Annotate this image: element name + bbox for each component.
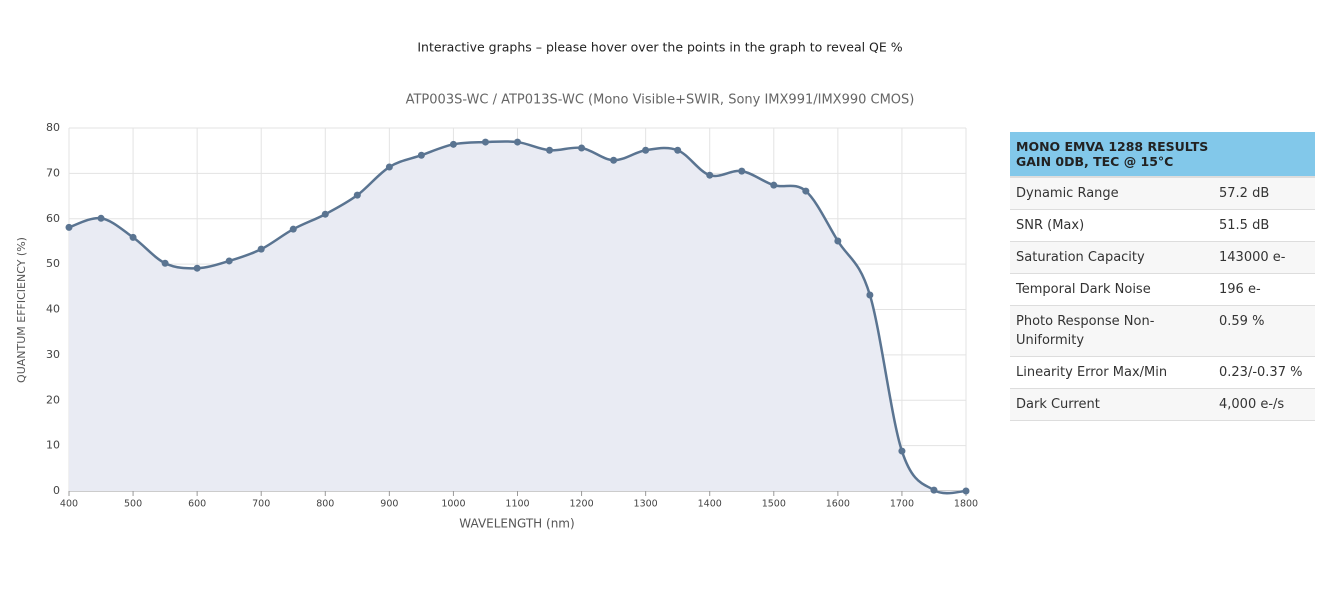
x-axis-label: WAVELENGTH (nm)	[459, 517, 574, 531]
table-row: Saturation Capacity 143000 e-	[1010, 241, 1315, 274]
area	[69, 141, 966, 494]
point[interactable]	[289, 225, 297, 233]
x-tick-label: 1300	[634, 499, 658, 510]
point[interactable]	[321, 210, 329, 218]
x-tick-label: 1800	[954, 499, 978, 510]
chart: Interactive graphs – please hover over t…	[15, 40, 978, 531]
point[interactable]	[898, 447, 906, 455]
point[interactable]	[449, 140, 457, 148]
row-value: 57.2 dB	[1213, 177, 1315, 210]
line	[68, 140, 967, 495]
row-value: 0.59 %	[1213, 305, 1315, 357]
point[interactable]	[97, 214, 105, 222]
point[interactable]	[610, 156, 618, 164]
y-tick-label: 80	[46, 121, 60, 134]
table-row: SNR (Max) 51.5 dB	[1010, 209, 1315, 242]
point[interactable]	[738, 167, 746, 175]
table-row: Photo Response Non-Uniformity 0.59 %	[1010, 305, 1315, 357]
y-axis-label: QUANTUM EFFICIENCY (%)	[15, 237, 28, 383]
row-value: 51.5 dB	[1213, 209, 1315, 242]
results-table: MONO EMVA 1288 RESULTS GAIN 0DB, TEC @ 15…	[1010, 132, 1315, 421]
chart-title: ATP003S-WC / ATP013S-WC (Mono Visible+SW…	[406, 93, 915, 108]
row-label: Saturation Capacity	[1010, 241, 1213, 274]
table-title-line: GAIN 0DB, TEC @ 15°C	[1016, 154, 1174, 169]
point[interactable]	[257, 245, 265, 253]
y-tick-label: 40	[46, 303, 60, 316]
row-value: 0.23/-0.37 %	[1213, 356, 1315, 389]
row-value: 196 e-	[1213, 273, 1315, 306]
point[interactable]	[642, 146, 650, 154]
y-tick-label: 50	[46, 257, 60, 270]
table-title-line: MONO EMVA 1288 RESULTS	[1016, 139, 1209, 154]
y-tick-label: 0	[53, 484, 60, 497]
point[interactable]	[65, 223, 73, 231]
row-value: 4,000 e-/s	[1213, 388, 1315, 421]
point[interactable]	[866, 291, 874, 299]
row-label: Photo Response Non-Uniformity	[1010, 305, 1213, 357]
x-tick-label: 1700	[890, 499, 914, 510]
y-tick-label: 10	[46, 439, 60, 452]
point[interactable]	[129, 233, 137, 241]
point[interactable]	[578, 144, 586, 152]
table-title: MONO EMVA 1288 RESULTS GAIN 0DB, TEC @ 15…	[1010, 132, 1315, 178]
table-row: Temporal Dark Noise 196 e-	[1010, 273, 1315, 306]
row-label: SNR (Max)	[1010, 209, 1213, 242]
x-tick-label: 1500	[762, 499, 786, 510]
x-tick-label: 600	[188, 499, 206, 510]
point[interactable]	[514, 138, 521, 146]
x-tick-label: 1100	[505, 499, 529, 510]
point[interactable]	[385, 163, 393, 171]
y-tick-label: 60	[46, 212, 60, 225]
y-tick-label: 70	[46, 166, 60, 179]
row-label: Dynamic Range	[1010, 177, 1213, 210]
table-row: Linearity Error Max/Min 0.23/-0.37 %	[1010, 356, 1315, 389]
row-label: Dark Current	[1010, 388, 1213, 421]
point[interactable]	[674, 146, 682, 154]
point[interactable]	[417, 151, 425, 159]
table-row: Dynamic Range 57.2 dB	[1010, 177, 1315, 210]
x-tick-label: 400	[60, 499, 78, 510]
point[interactable]	[834, 237, 842, 245]
point[interactable]	[193, 264, 201, 272]
x-tick-label: 700	[252, 499, 270, 510]
x-tick-label: 1200	[569, 499, 593, 510]
row-label: Linearity Error Max/Min	[1010, 356, 1213, 389]
point[interactable]	[962, 487, 970, 495]
x-tick-label: 1400	[698, 499, 722, 510]
page-note: Interactive graphs – please hover over t…	[417, 40, 902, 55]
x-tick-label: 900	[380, 499, 398, 510]
point[interactable]	[546, 146, 554, 154]
x-tick-label: 800	[316, 499, 334, 510]
y-tick-label: 20	[46, 393, 60, 406]
x-tick-label: 500	[124, 499, 142, 510]
point[interactable]	[930, 486, 938, 494]
row-value: 143000 e-	[1213, 241, 1315, 274]
point[interactable]	[706, 171, 714, 179]
point[interactable]	[353, 191, 361, 199]
table-row: Dark Current 4,000 e-/s	[1010, 388, 1315, 421]
x-tick-label: 1600	[826, 499, 850, 510]
row-label: Temporal Dark Noise	[1010, 273, 1213, 306]
x-tick-label: 1000	[441, 499, 465, 510]
point[interactable]	[802, 187, 810, 195]
point[interactable]	[225, 257, 233, 265]
point[interactable]	[161, 259, 169, 267]
point[interactable]	[770, 181, 778, 189]
y-tick-label: 30	[46, 348, 60, 361]
point[interactable]	[481, 138, 489, 146]
